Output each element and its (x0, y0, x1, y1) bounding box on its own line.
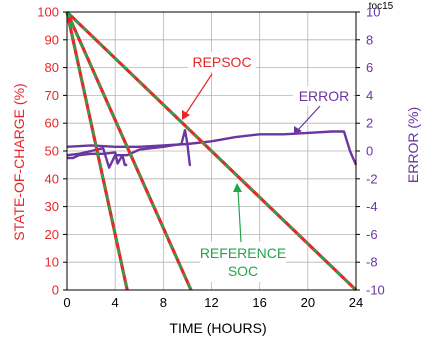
y-right-tick-label: -6 (366, 227, 378, 242)
annotation-reference-arrow (237, 189, 242, 243)
y-right-tick-label: -4 (366, 199, 378, 214)
y-right-tick-label: 6 (366, 60, 373, 75)
annotation-repsoc: REPSOC (182, 52, 256, 120)
x-tick-label: 20 (301, 295, 315, 310)
annotation-reference-label-2: SOC (228, 263, 258, 279)
x-tick-label: 16 (252, 295, 266, 310)
annotation-reference-soc: REFERENCE SOC (200, 183, 286, 282)
x-tick-label: 24 (349, 295, 363, 310)
annotation-repsoc-bg (188, 52, 256, 72)
y-left-tick-label: 0 (52, 283, 59, 298)
y-left-tick-label: 90 (45, 32, 59, 47)
y-right-tick-label: -10 (366, 283, 385, 298)
y-right-axis-title: ERROR (%) (405, 107, 421, 183)
annotation-reference-label-1: REFERENCE (200, 245, 286, 261)
y-left-tick-label: 20 (45, 227, 59, 242)
annotation-error: ERROR (293, 86, 353, 135)
y-right-tick-label: 10 (366, 5, 380, 20)
series-layer (65, 10, 358, 292)
series-reference-soc (65, 11, 193, 291)
figure-tag: toc15 (369, 1, 394, 12)
x-axis-title: TIME (HOURS) (169, 320, 266, 336)
y-right-tick-label: 0 (366, 144, 373, 159)
x-tick-label: 8 (160, 295, 167, 310)
annotation-repsoc-label: REPSOC (192, 54, 251, 70)
y-left-axis-title: STATE-OF-CHARGE (%) (11, 83, 27, 240)
y-left-tick-label: 40 (45, 171, 59, 186)
y-right-tick-label: 8 (366, 32, 373, 47)
series-reference-soc (65, 11, 129, 291)
annotation-repsoc-arrow (184, 73, 213, 116)
annotation-error-arrow (297, 105, 321, 131)
y-left-tick-label: 70 (45, 88, 59, 103)
x-tick-label: 12 (204, 295, 218, 310)
annotation-error-arrowhead (294, 126, 302, 135)
y-left-tick-label: 50 (45, 144, 59, 159)
x-tick-label: 4 (112, 295, 119, 310)
y-right-tick-label: 4 (366, 88, 373, 103)
annotation-error-bg (293, 86, 353, 106)
y-left-tick-label: 60 (45, 116, 59, 131)
series-error (67, 151, 128, 167)
annotation-reference-arrowhead (233, 183, 242, 192)
y-left-ticks: 0 10 20 30 40 50 60 70 80 90 100 (37, 5, 67, 298)
y-left-tick-label: 30 (45, 199, 59, 214)
y-left-tick-label: 80 (45, 60, 59, 75)
annotation-error-label: ERROR (299, 88, 350, 104)
series-error (66, 128, 192, 169)
y-right-tick-label: -8 (366, 255, 378, 270)
annotation-reference-bg (200, 242, 286, 282)
x-tick-label: 0 (63, 295, 70, 310)
y-right-ticks: -10 -8 -6 -4 -2 0 2 4 6 8 10 (356, 5, 385, 298)
x-ticks: 0 4 8 12 16 20 24 (63, 295, 363, 310)
y-left-tick-label: 100 (37, 5, 59, 20)
y-right-tick-label: -2 (366, 171, 378, 186)
y-left-tick-label: 10 (45, 255, 59, 270)
series-reference-soc (66, 11, 357, 291)
y-right-tick-label: 2 (366, 116, 373, 131)
annotation-repsoc-arrowhead (182, 110, 190, 120)
series-error (66, 130, 358, 166)
